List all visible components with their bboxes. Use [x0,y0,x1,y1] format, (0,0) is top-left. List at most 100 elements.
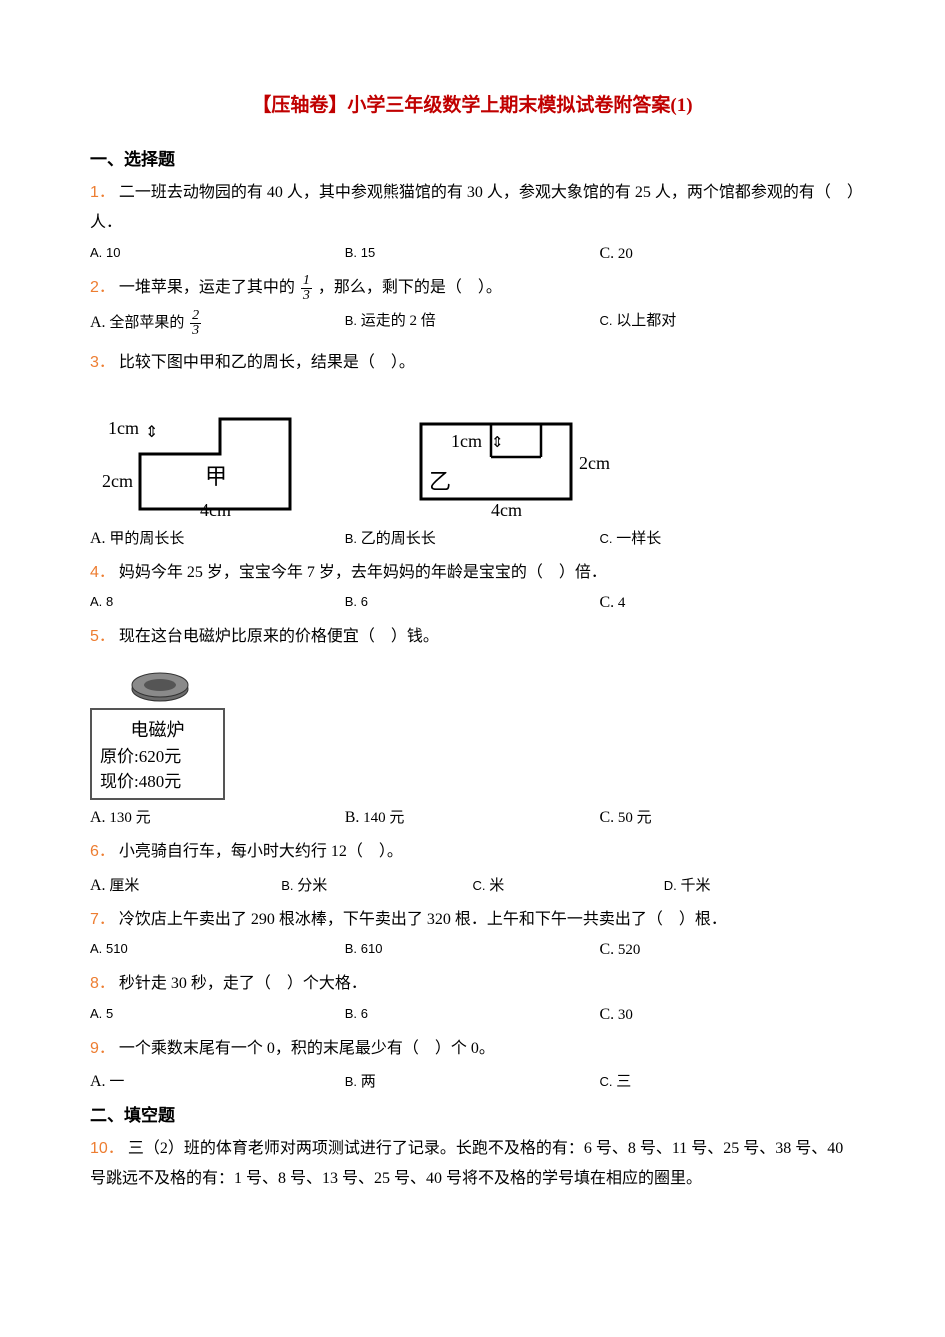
product-name: 电磁炉 [100,716,215,742]
q9-text: 一个乘数末尾有一个 0，积的末尾最少有（ ）个 0。 [119,1040,495,1057]
q8-opt-a: 5 [106,1006,113,1021]
q1-opt-b: 15 [361,245,375,260]
q9-opt-b: 两 [361,1074,376,1090]
q9-opt-a: 一 [109,1074,124,1090]
q5-opt-c: 50 元 [618,810,652,826]
frac-num: 2 [190,309,201,324]
q2-opt-a-pre: 全部苹果的 [109,315,184,331]
opt-a-label: A. [90,941,102,956]
q7-opt-a: 510 [106,941,128,956]
q6-opt-d: 千米 [681,878,711,894]
opt-b-label: B. [345,245,357,260]
section-2-header: 二、填空题 [90,1101,855,1126]
q5-opt-b: 140 元 [363,810,404,826]
opt-b-label: B. [345,531,357,546]
q9-options: A. 一 B. 两 C. 三 [90,1070,855,1091]
q4-text: 妈妈今年 25 岁，宝宝今年 7 岁，去年妈妈的年龄是宝宝的（ ）倍． [119,564,607,581]
opt-b-label: B. [345,809,360,826]
question-4: 4． 妈妈今年 25 岁，宝宝今年 7 岁，去年妈妈的年龄是宝宝的（ ）倍． [90,558,855,588]
q2-opt-c: 以上都对 [616,313,676,329]
frac-den: 3 [301,289,312,303]
q1-opt-a: 10 [106,245,120,260]
opt-b-label: B. [345,1006,357,1021]
question-1: 1． 二一班去动物园的有 40 人，其中参观熊猫馆的有 30 人，参观大象馆的有… [90,178,855,239]
label-1cm-b: 1cm [451,431,482,451]
q10-text: 三（2）班的体育老师对两项测试进行了记录。长跑不及格的有：6 号、8 号、11 … [90,1140,843,1187]
q6-options: A. 厘米 B. 分米 C. 米 D. 千米 [90,874,855,895]
opt-b-label: B. [345,1074,357,1089]
q10-number: 10． [90,1140,124,1157]
q1-number: 1． [90,184,115,201]
q1-options: A. 10 B. 15 C. 20 [90,245,855,263]
fraction-icon: 2 3 [190,309,201,338]
arrow-icon: ⇕ [491,435,504,451]
opt-c-label: C. [473,878,486,893]
arrow-icon: ⇕ [145,424,158,441]
section-1-header: 一、选择题 [90,145,855,170]
q9-number: 9． [90,1040,115,1057]
q9-opt-c: 三 [616,1074,631,1090]
opt-a-label: A. [90,1006,102,1021]
opt-b-label: B. [345,594,357,609]
q8-number: 8． [90,975,115,992]
q8-opt-c: 30 [618,1007,633,1023]
question-10: 10． 三（2）班的体育老师对两项测试进行了记录。长跑不及格的有：6 号、8 号… [90,1134,855,1195]
label-2cm-b: 2cm [579,453,610,473]
stove-icon [120,658,200,708]
q8-options: A. 5 B. 6 C. 30 [90,1006,855,1024]
q3-opt-b: 乙的周长长 [361,531,436,547]
q6-text: 小亮骑自行车，每小时大约行 12（ ）。 [119,843,403,860]
q7-opt-c: 520 [618,942,641,958]
q3-text: 比较下图中甲和乙的周长，结果是（ ）。 [119,354,415,371]
label-2cm: 2cm [102,471,133,491]
frac-den: 3 [190,324,201,338]
q7-text: 冷饮店上午卖出了 290 根冰棒，下午卖出了 320 根．上午和下午一共卖出了（… [119,911,727,928]
q3-opt-a: 甲的周长长 [109,531,184,547]
q3-options: A. 甲的周长长 B. 乙的周长长 C. 一样长 [90,527,855,548]
question-9: 9． 一个乘数末尾有一个 0，积的末尾最少有（ ）个 0。 [90,1034,855,1064]
opt-c-label: C. [599,809,614,826]
stove-figure: 电磁炉 原价:620元 现价:480元 [90,658,855,800]
question-2: 2． 一堆苹果，运走了其中的 1 3 ，那么，剩下的是（ ）。 [90,273,855,303]
opt-b-label: B. [345,941,357,956]
q7-number: 7． [90,911,115,928]
opt-b-label: B. [345,313,357,328]
q4-opt-c: 4 [618,595,626,611]
question-3: 3． 比较下图中甲和乙的周长，结果是（ ）。 [90,348,855,378]
q3-number: 3． [90,354,115,371]
price-panel: 电磁炉 原价:620元 现价:480元 [90,708,225,800]
original-price: 原价:620元 [100,742,215,767]
q5-opt-a: 130 元 [109,810,150,826]
opt-c-label: C. [599,531,612,546]
q6-opt-c: 米 [489,878,504,894]
question-5: 5． 现在这台电磁炉比原来的价格便宜（ ）钱。 [90,622,855,652]
q4-opt-a: 8 [106,594,113,609]
opt-a-label: A. [90,594,102,609]
opt-a-label: A. [90,877,106,894]
label-4cm-a: 4cm [200,500,231,520]
opt-a-label: A. [90,245,102,260]
q4-number: 4． [90,564,115,581]
q2-opt-b: 运走的 2 倍 [361,313,436,329]
q7-options: A. 510 B. 610 C. 520 [90,941,855,959]
label-jia: 甲 [205,464,227,489]
opt-c-label: C. [599,1006,614,1023]
frac-num: 1 [301,274,312,289]
question-7: 7． 冷饮店上午卖出了 290 根冰棒，下午卖出了 320 根．上午和下午一共卖… [90,905,855,935]
opt-b-label: B. [281,878,293,893]
opt-c-label: C. [599,594,614,611]
q8-text: 秒针走 30 秒，走了（ ）个大格． [119,975,367,992]
q2-text-b: ，那么，剩下的是（ ）。 [318,279,502,296]
opt-c-label: C. [599,313,612,328]
question-6: 6． 小亮骑自行车，每小时大约行 12（ ）。 [90,837,855,867]
opt-a-label: A. [90,809,106,826]
q6-number: 6． [90,843,115,860]
q5-number: 5． [90,628,115,645]
q2-options: A. 全部苹果的 2 3 B. 运走的 2 倍 C. 以上都对 [90,309,855,338]
q3-opt-c: 一样长 [616,531,661,547]
q6-opt-a: 厘米 [109,878,139,894]
label-yi: 乙 [429,469,451,494]
q4-options: A. 8 B. 6 C. 4 [90,594,855,612]
q4-opt-b: 6 [361,594,368,609]
opt-c-label: C. [599,941,614,958]
